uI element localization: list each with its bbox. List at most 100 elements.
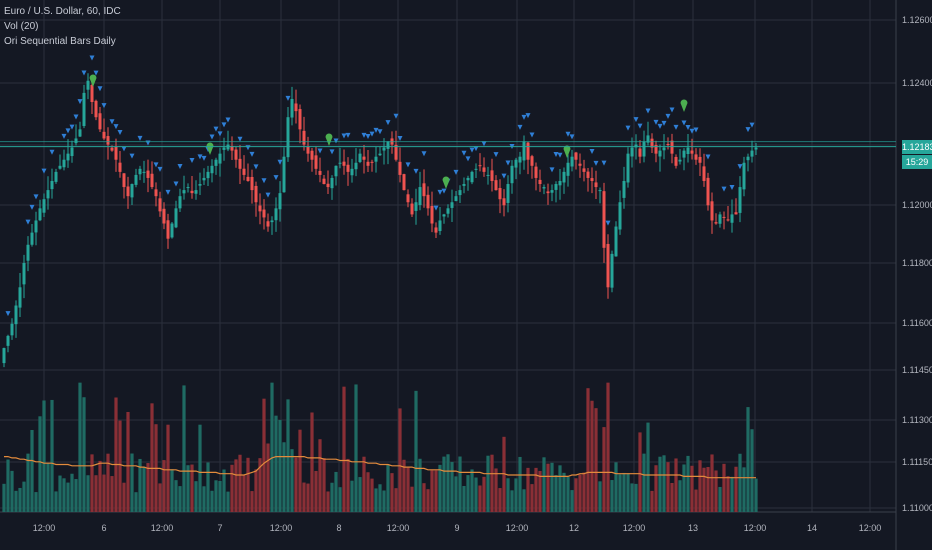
- volume-bar: [750, 429, 754, 512]
- sequential-marker-icon: [657, 123, 663, 129]
- volume-bar: [214, 480, 218, 512]
- candle-body: [474, 168, 478, 170]
- volume-bar: [678, 480, 682, 512]
- volume-bar: [558, 465, 562, 512]
- candle-body: [478, 165, 482, 167]
- sequential-marker-icon: [501, 173, 507, 179]
- candle-body: [630, 147, 634, 157]
- candle-body: [298, 109, 302, 130]
- volume-indicator-label[interactable]: Vol (20): [4, 21, 39, 32]
- volume-bar: [258, 458, 262, 512]
- sequential-marker-icon: [33, 194, 39, 200]
- volume-bar: [206, 462, 210, 512]
- sequential-marker-icon: [157, 166, 163, 172]
- candle-body: [666, 143, 670, 145]
- volume-bar: [550, 462, 554, 512]
- candle-body: [410, 203, 414, 215]
- volume-bar: [738, 453, 742, 512]
- candle-body: [398, 161, 402, 175]
- sequential-marker-icon: [689, 128, 695, 134]
- volume-bar: [146, 463, 150, 512]
- last-price-tag: 1.12183: [902, 139, 932, 154]
- volume-bar: [590, 400, 594, 512]
- sequential-marker-icon: [589, 149, 595, 155]
- candle-body: [694, 154, 698, 160]
- candle-body: [110, 147, 114, 151]
- volume-bar: [614, 462, 618, 512]
- candle-body: [598, 190, 602, 192]
- volume-bar: [478, 485, 482, 512]
- sequential-marker-icon: [453, 169, 459, 175]
- sequential-marker-icon: [473, 146, 479, 152]
- volume-ma-line: [4, 456, 756, 479]
- volume-bar: [126, 411, 130, 512]
- signal-pin-icon: [206, 142, 214, 155]
- candle-body: [602, 191, 606, 248]
- volume-bar: [406, 467, 410, 512]
- candle-body: [746, 156, 750, 161]
- sequential-marker-icon: [41, 168, 47, 174]
- symbol-label[interactable]: Euro / U.S. Dollar, 60, IDC: [4, 6, 121, 17]
- sequential-marker-icon: [189, 158, 195, 164]
- price-tick-label: 1.11300: [902, 415, 932, 425]
- sequential-marker-icon: [265, 192, 271, 198]
- sequential-marker-icon: [385, 120, 391, 126]
- candle-body: [162, 208, 166, 224]
- candle-body: [582, 168, 586, 172]
- candle-body: [490, 170, 494, 181]
- sequential-marker-icon: [177, 164, 183, 170]
- volume-bar: [70, 473, 74, 512]
- candle-body: [546, 191, 550, 194]
- sequential-marker-icon: [737, 164, 743, 170]
- candle-body: [486, 174, 490, 176]
- volume-bar: [410, 486, 414, 512]
- candle-body: [314, 155, 318, 169]
- candle-body: [686, 147, 690, 155]
- volume-bar: [418, 458, 422, 512]
- candle-body: [266, 221, 270, 227]
- time-tick-label: 9: [454, 523, 459, 533]
- volume-bar: [682, 464, 686, 512]
- candle-body: [702, 166, 706, 181]
- volume-bar: [734, 466, 738, 512]
- candle-body: [674, 156, 678, 166]
- sequential-indicator-label[interactable]: Ori Sequential Bars Daily: [4, 36, 116, 47]
- candle-body: [330, 177, 334, 189]
- volume-bar: [98, 460, 102, 512]
- volume-bar: [270, 382, 274, 512]
- candle-body: [278, 193, 282, 210]
- candle-body: [66, 153, 70, 161]
- sequential-marker-icon: [705, 154, 711, 160]
- volume-bars: [2, 382, 758, 512]
- volume-bar: [458, 456, 462, 512]
- volume-bar: [14, 490, 18, 512]
- volume-bar: [150, 403, 154, 512]
- volume-bar: [598, 481, 602, 512]
- candle-body: [638, 148, 642, 157]
- volume-bar: [274, 415, 278, 512]
- sequential-marker-icon: [253, 164, 259, 170]
- sequential-marker-icon: [469, 147, 475, 153]
- candle-body: [722, 216, 726, 218]
- candle-body: [754, 147, 758, 150]
- sequential-marker-icon: [625, 125, 631, 131]
- sequential-marker-icon: [77, 99, 83, 105]
- candle-body: [26, 244, 30, 261]
- volume-bar: [582, 472, 586, 512]
- sequential-marker-icon: [437, 189, 443, 195]
- volume-bar: [626, 473, 630, 512]
- candle-body: [498, 187, 502, 200]
- time-tick-label: 14: [807, 523, 817, 533]
- candle-body: [362, 156, 366, 160]
- sequential-marker-icon: [665, 113, 671, 119]
- sequential-marker-icon: [565, 131, 571, 137]
- candle-body: [154, 189, 158, 197]
- sequential-marker-icon: [173, 181, 179, 187]
- candle-body: [178, 196, 182, 209]
- price-tick-label: 1.11150: [902, 457, 932, 467]
- sequential-marker-icon: [553, 151, 559, 157]
- candle-body: [570, 156, 574, 167]
- volume-bar: [130, 453, 134, 512]
- time-tick-label: 12:00: [387, 523, 410, 533]
